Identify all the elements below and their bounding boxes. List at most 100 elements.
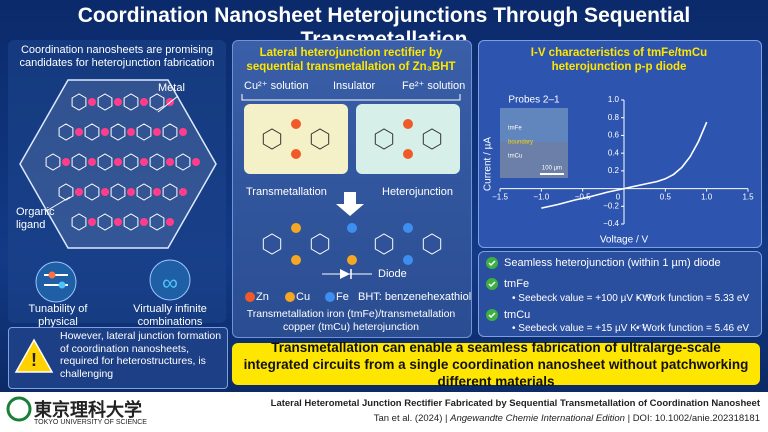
metal-node [75,188,83,196]
legend-swatch [285,292,295,302]
metal-atom [291,119,301,129]
diode-symbol [340,269,350,279]
benzene-ring [84,183,100,201]
transmetallation-illustration [241,94,461,302]
doi: DOI: 10.1002/anie.202318181 [632,413,760,424]
footer: 東京理科大学 TOKYO UNIVERSITY OF SCIENCE Later… [0,392,768,432]
emblem-ring [6,396,32,422]
university-emblem [6,396,32,422]
benzene-ring [110,183,126,201]
x-tick-label: −0.5 [575,193,591,202]
metal-node [153,188,161,196]
benzene-ring [97,153,113,171]
benzene-ring [123,93,139,111]
benzene-ring [310,128,330,150]
solution-label: Fe²⁺ solution [402,80,466,92]
material-name: tmCu [504,309,531,321]
metal-atom [403,119,413,129]
conclusion-banner: Transmetallation can enable a seamless f… [232,340,760,389]
cu-region [244,104,348,174]
warning-icon: ! [14,338,54,373]
benzene-ring [162,183,178,201]
icon-knob [58,281,66,289]
middle-title: Lateral heterojunction rectifier by sequ… [246,47,456,73]
benzene-ring [149,213,165,231]
y-tick-label: 1.0 [608,95,620,104]
feature-label: Virtually infinite combinations [133,303,207,328]
warning-text: However, lateral junction formation of c… [60,330,222,380]
warning-triangle [14,338,54,373]
metal-atom [403,255,413,265]
inset-label: tmCu [508,154,522,160]
y-axis-label: Current / µA [483,137,494,191]
check-icons [486,257,498,321]
metal-node [114,218,122,226]
metal-atom [291,149,301,159]
metal-node [88,158,96,166]
benzene-ring [97,213,113,231]
logo-text: 東京理科大学 [34,400,142,420]
benzene-ring [58,123,74,141]
benzene-ring [123,153,139,171]
metal-atom [403,223,413,233]
x-tick-label: −1.5 [492,193,508,202]
metal-node [114,158,122,166]
metal-node [75,128,83,136]
pointer [157,95,179,113]
benzene-ring [71,213,87,231]
inset-title: Probes 2–1 [508,95,560,106]
inset-region [500,108,568,142]
y-tick-label: 0.4 [608,148,620,157]
intro-text: Coordination nanosheets are promising ca… [19,44,215,69]
metal-node [179,188,187,196]
metal-node [166,158,174,166]
x-axis-label: Voltage / V [600,235,649,246]
seebeck: • Seebeck value = +15 µV K⁻¹ [512,323,646,334]
work-function: • Work function = 5.46 eV [636,323,750,334]
step-label: Heterojunction [382,186,453,198]
metal-node [127,128,135,136]
x-tick-label: −1.0 [533,193,549,202]
logo-subtext: TOKYO UNIVERSITY OF SCIENCE [34,419,147,426]
findings-panel [478,251,762,337]
benzene-ring [136,123,152,141]
middle-caption: Transmetallation iron (tmFe)/transmetall… [246,308,456,333]
y-tick-label: 0.8 [608,113,620,122]
x-tick-label: 0.5 [660,193,672,202]
benzene-ring [374,128,394,150]
inset-label: boundary [508,140,533,146]
x-tick-label: 1.5 [742,193,754,202]
legend-swatch [325,292,335,302]
check-mark [488,260,496,319]
icon-knob [48,271,56,279]
benzene-ring [97,93,113,111]
bottom-molecule [262,223,442,265]
diode-label: Diode [378,268,407,280]
top-molecule [262,119,442,159]
benzene-ring [84,123,100,141]
metal-atom [291,223,301,233]
warning-box [8,327,228,389]
infinity-icon [149,259,191,301]
metal-node [114,98,122,106]
y-tick-label: −0.2 [603,201,619,210]
legend-label: Fe [336,291,349,303]
bracket [241,94,461,101]
metal-node [88,98,96,106]
legend-label: Cu [296,291,311,303]
material-name: tmFe [504,278,530,290]
citation: Tan et al. (2024) | Angewandte Chemie In… [373,413,760,424]
nanosheet-illustration: ∞ [19,79,217,303]
metal-atom [291,255,301,265]
metal-node [88,218,96,226]
tuning-icon [35,261,77,303]
metal-node [153,128,161,136]
ligand-label: Organic ligand [16,206,55,231]
metal-node [101,188,109,196]
metal-node [166,218,174,226]
pointer [47,196,71,211]
chart-title: I-V characteristics of tmFe/tmCu heteroj… [530,47,708,73]
x-tick-label: 1.0 [701,193,713,202]
metal-node [140,218,148,226]
